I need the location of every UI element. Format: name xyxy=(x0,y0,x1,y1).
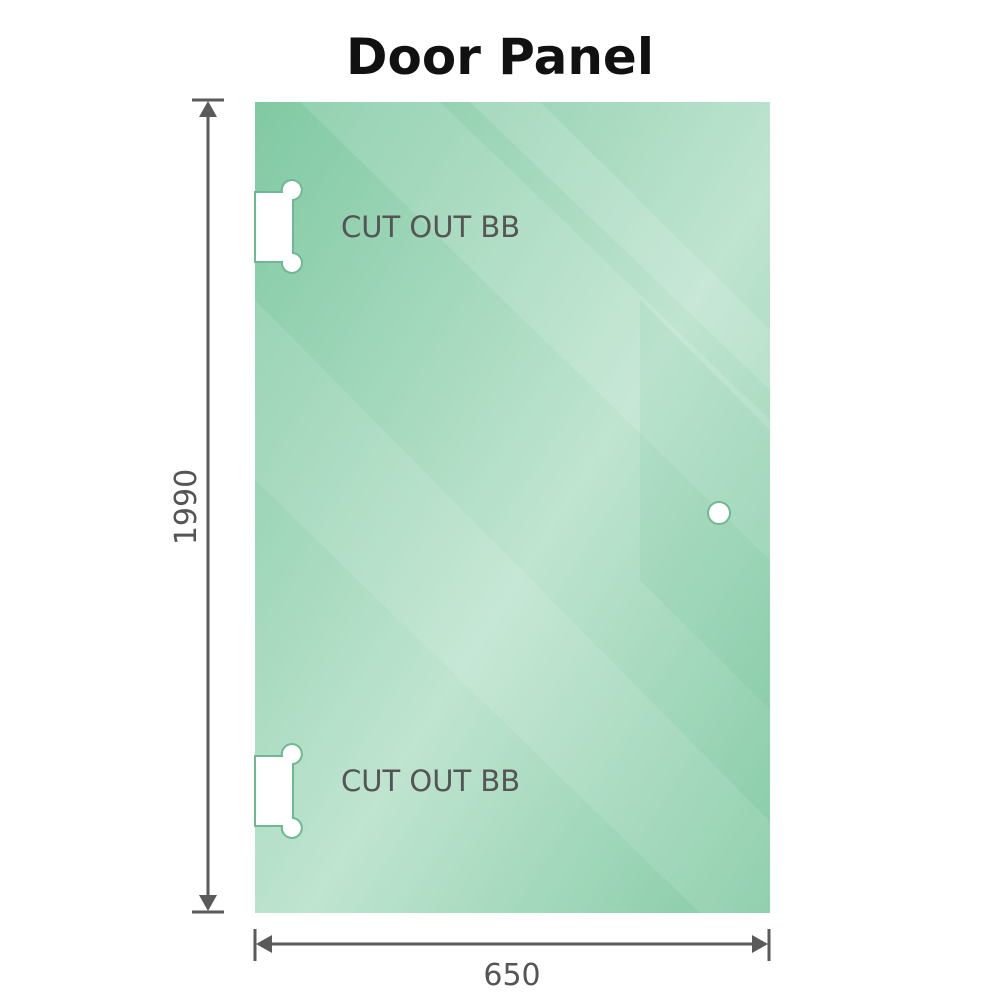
height-dimension-line xyxy=(192,98,224,914)
cutout-label-top: CUT OUT BB xyxy=(341,210,520,244)
handle-hole xyxy=(707,501,731,525)
width-dimension-line xyxy=(253,929,771,961)
height-label: 1990 xyxy=(169,469,204,545)
cutout-label-bottom: CUT OUT BB xyxy=(341,764,520,798)
width-label: 650 xyxy=(483,958,540,993)
page-title: Door Panel xyxy=(346,28,654,86)
cutout-bottom xyxy=(254,743,303,839)
glass-panel xyxy=(255,102,770,913)
cutout-top xyxy=(254,179,303,274)
